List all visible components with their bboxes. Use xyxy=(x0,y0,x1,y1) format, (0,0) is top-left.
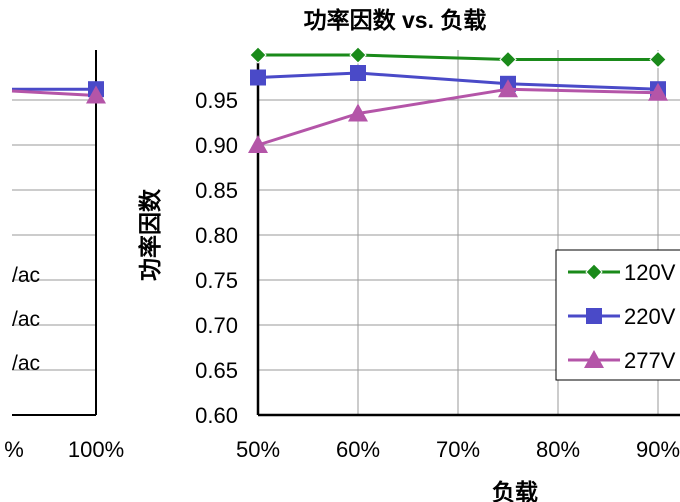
left-cropped-panel: % 100% /ac /ac /ac xyxy=(4,50,124,462)
x-tick-label: 60% xyxy=(336,437,380,462)
left-x-tick-label: 100% xyxy=(68,437,124,462)
left-x-tick-label: % xyxy=(4,437,24,462)
series-line-220v xyxy=(256,71,660,91)
data-point-220v xyxy=(350,65,366,81)
left-series-lines xyxy=(11,81,106,104)
y-axis-label: 功率因数 xyxy=(137,188,163,281)
left-series-line xyxy=(11,89,97,97)
left-legend-fragment: /ac xyxy=(12,308,40,331)
y-tick-label: 0.85 xyxy=(195,178,238,203)
left-gridlines xyxy=(12,99,96,371)
left-legend-fragment: /ac xyxy=(12,264,40,287)
data-point-277v xyxy=(248,135,268,153)
data-point-120v xyxy=(499,50,517,69)
data-point-277v xyxy=(648,82,668,101)
left-data-point xyxy=(86,85,106,104)
data-point-120v xyxy=(249,46,267,64)
y-tick-label: 0.95 xyxy=(195,88,238,113)
x-tick-label: 70% xyxy=(436,437,480,462)
legend-marker-120v xyxy=(585,263,603,281)
data-point-120v xyxy=(349,46,367,64)
data-point-120v xyxy=(649,50,667,69)
series-group xyxy=(248,46,668,153)
legend-label: 277V xyxy=(624,348,676,373)
data-point-277v xyxy=(498,79,518,98)
left-legend-fragment: /ac xyxy=(12,352,40,375)
x-tick-label: 50% xyxy=(236,437,280,462)
chart-title: 功率因数 vs. 负载 xyxy=(304,7,487,33)
x-tick-label: 80% xyxy=(536,437,580,462)
series-line-120v xyxy=(256,53,660,61)
legend-label: 120V xyxy=(624,260,676,285)
y-tick-labels: 0.60 0.65 0.70 0.75 0.80 0.85 0.90 0.95 xyxy=(195,88,238,428)
data-point-277v xyxy=(348,103,368,122)
data-point-220v xyxy=(250,69,266,86)
x-axis-label: 负载 xyxy=(492,479,538,502)
x-tick-label: 90% xyxy=(636,437,680,462)
legend-marker-277v xyxy=(584,350,604,368)
y-tick-label: 0.90 xyxy=(195,133,238,158)
y-tick-label: 0.60 xyxy=(195,403,238,428)
y-tick-label: 0.80 xyxy=(195,223,238,248)
x-tick-labels: 50% 60% 70% 80% 90% xyxy=(236,437,680,462)
y-tick-label: 0.75 xyxy=(195,268,238,293)
y-tick-label: 0.70 xyxy=(195,313,238,338)
legend-label: 220V xyxy=(624,304,676,329)
legend-marker-220v xyxy=(586,308,602,324)
y-tick-label: 0.65 xyxy=(195,358,238,383)
series-line-277v xyxy=(256,87,660,147)
legend: 120V 220V 277V xyxy=(555,249,680,381)
